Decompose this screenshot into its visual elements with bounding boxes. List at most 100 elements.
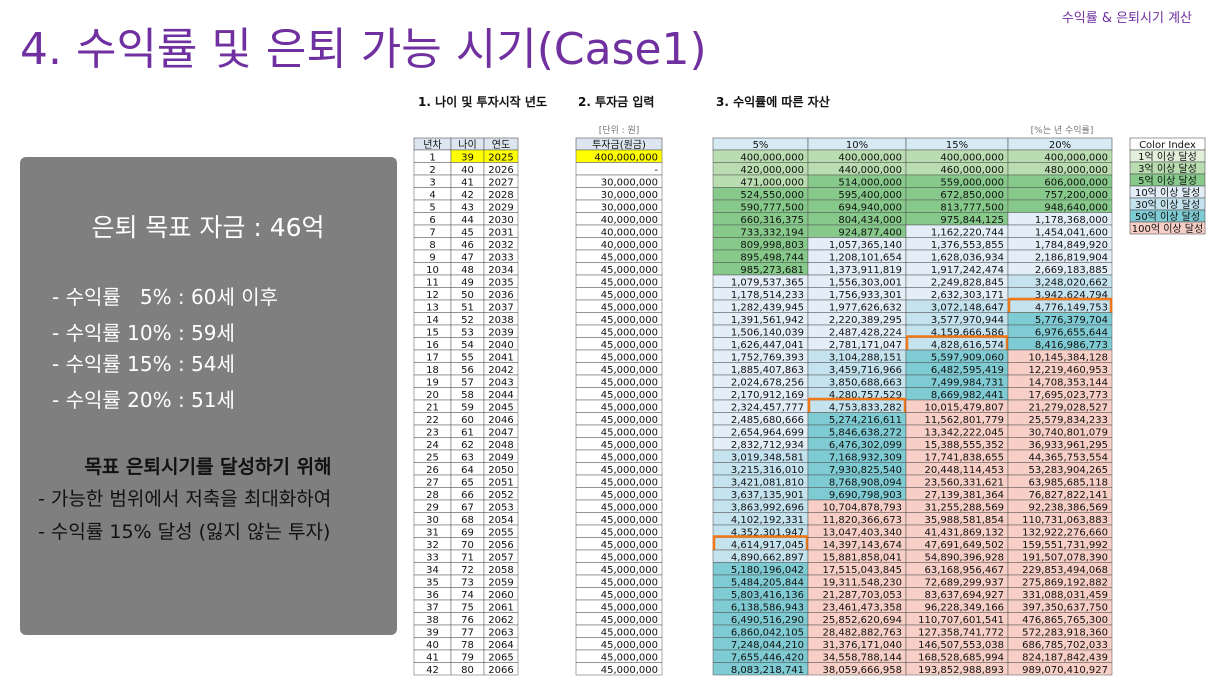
cell-text: 66 bbox=[461, 490, 474, 501]
cell-text: 83,637,694,927 bbox=[924, 590, 1004, 601]
cell-text: 10,145,384,128 bbox=[1028, 352, 1108, 363]
cell-text: 672,850,000 bbox=[940, 190, 1004, 201]
cell-text: 14,708,353,144 bbox=[1028, 377, 1108, 388]
cell-text: 132,922,276,660 bbox=[1022, 527, 1108, 538]
cell-text: 2045 bbox=[488, 402, 513, 413]
cell-text: 1,506,140,039 bbox=[731, 327, 804, 338]
cell-text: 2033 bbox=[488, 252, 513, 263]
cell-text: 2,487,428,224 bbox=[829, 327, 902, 338]
cell-text: 41,431,869,132 bbox=[924, 527, 1004, 538]
section-title: 2. 투자금 입력 bbox=[578, 94, 654, 109]
cell-text: 35,988,581,854 bbox=[924, 515, 1004, 526]
cell bbox=[1007, 662, 1113, 676]
cell-text: 4,614,917,045 bbox=[731, 540, 804, 551]
cell-text: 5,846,638,272 bbox=[829, 427, 902, 438]
cell-text: 2031 bbox=[488, 227, 513, 238]
legend-label: 5억 이상 달성 bbox=[1138, 175, 1197, 187]
legend-swatch bbox=[1129, 221, 1206, 235]
cell-text: 2036 bbox=[488, 290, 513, 301]
cell-text: 6,476,302,099 bbox=[829, 440, 902, 451]
cell-text: 985,273,681 bbox=[740, 265, 804, 276]
cell-text: 2,654,964,699 bbox=[731, 427, 804, 438]
cell-text: 30,000,000 bbox=[601, 177, 658, 188]
section-title: 1. 나이 및 투자시작 년도 bbox=[418, 94, 547, 109]
legend-label: 10억 이상 달성 bbox=[1135, 187, 1200, 199]
column-header: 나이 bbox=[458, 139, 476, 151]
cell-text: 41 bbox=[426, 652, 439, 663]
cell-text: 3,942,624,794 bbox=[1035, 290, 1108, 301]
cell-text: 1,373,911,819 bbox=[829, 265, 902, 276]
cell-text: 62 bbox=[461, 440, 474, 451]
cell-text: 3,215,316,010 bbox=[731, 465, 804, 476]
cell-text: 3,577,970,944 bbox=[931, 315, 1004, 326]
column-header: 5% bbox=[753, 140, 769, 151]
cell-text: 1,178,368,000 bbox=[1035, 215, 1108, 226]
cell-text: 2028 bbox=[488, 190, 513, 201]
cell-text: 45,000,000 bbox=[601, 365, 658, 376]
cell-text: 110,707,601,541 bbox=[918, 615, 1004, 626]
cell-text: 480,000,000 bbox=[1044, 165, 1108, 176]
cell-text: 48 bbox=[461, 265, 474, 276]
cell-text: 30 bbox=[426, 515, 439, 526]
top-right-label: 수익률 & 은퇴시기 계산 bbox=[1062, 11, 1192, 26]
cell-text: 34 bbox=[426, 565, 439, 576]
cell-text: 1,391,561,942 bbox=[731, 315, 804, 326]
cell-text: 2,220,389,295 bbox=[829, 315, 902, 326]
cell-text: 824,187,842,439 bbox=[1022, 652, 1108, 663]
cell-text: 36,933,961,295 bbox=[1028, 440, 1108, 451]
cell bbox=[483, 662, 519, 676]
cell-text: 3,637,135,901 bbox=[731, 490, 804, 501]
cell-text: 45,000,000 bbox=[601, 627, 658, 638]
cell-text: 2038 bbox=[488, 315, 513, 326]
cell-text: 7,499,984,731 bbox=[931, 377, 1004, 388]
cell-text: 4,352,301,947 bbox=[731, 527, 804, 538]
cell-text: 6,490,516,290 bbox=[731, 615, 804, 626]
cell-text: 80 bbox=[461, 665, 474, 676]
cell-text: 5,803,416,136 bbox=[731, 590, 804, 601]
cell-text: 45,000,000 bbox=[601, 465, 658, 476]
cell-text: 3,019,348,581 bbox=[731, 452, 804, 463]
cell-text: 6,976,655,644 bbox=[1035, 327, 1108, 338]
cell-text: 1,282,439,945 bbox=[731, 302, 804, 313]
cell-text: 2025 bbox=[488, 152, 513, 163]
cell-text: 31,376,171,040 bbox=[822, 640, 902, 651]
cell-text: 2041 bbox=[488, 352, 513, 363]
cell-text: 76 bbox=[461, 615, 474, 626]
cell-text: 2,024,678,256 bbox=[731, 377, 804, 388]
legend-label: 1억 이상 달성 bbox=[1138, 151, 1197, 163]
cell-text: 1,162,220,744 bbox=[931, 227, 1004, 238]
cell-text: 56 bbox=[461, 365, 474, 376]
cell-text: 45,000,000 bbox=[601, 565, 658, 576]
cell-text: 19,311,548,230 bbox=[822, 577, 902, 588]
cell bbox=[575, 662, 663, 676]
cell-text: 45,000,000 bbox=[601, 552, 658, 563]
cell-text: 34,558,788,144 bbox=[822, 652, 902, 663]
cell-text: 400,000,000 bbox=[838, 152, 902, 163]
cell-text: 14 bbox=[426, 315, 439, 326]
cell-text: 3,421,081,810 bbox=[731, 477, 804, 488]
cell-text: 45,000,000 bbox=[601, 640, 658, 651]
cell-text: 40,000,000 bbox=[601, 240, 658, 251]
cell-text: 2064 bbox=[488, 640, 513, 651]
cell-text: 45,000,000 bbox=[601, 415, 658, 426]
cell-text: 2042 bbox=[488, 365, 513, 376]
cell-text: 13 bbox=[426, 302, 439, 313]
cell-text: 7,168,932,309 bbox=[829, 452, 902, 463]
cell-text: 13,342,222,045 bbox=[924, 427, 1004, 438]
cell-text: 47 bbox=[461, 252, 474, 263]
cell-text: 476,865,765,300 bbox=[1022, 615, 1108, 626]
note: - 가능한 범위에서 저축을 최대화하여 bbox=[38, 488, 331, 510]
cell-text: 895,498,744 bbox=[740, 252, 804, 263]
cell-text: 2 bbox=[429, 165, 435, 176]
cell-text: 3,850,688,663 bbox=[829, 377, 902, 388]
cell-text: 2,324,457,777 bbox=[731, 402, 804, 413]
cell-text: 4,280,757,529 bbox=[829, 390, 902, 401]
cell-text: 1,376,553,855 bbox=[931, 240, 1004, 251]
cell-text: 45,000,000 bbox=[601, 402, 658, 413]
cell-text: 31,255,288,569 bbox=[924, 502, 1004, 513]
cell-text: 71 bbox=[461, 552, 474, 563]
cell-text: 45,000,000 bbox=[601, 452, 658, 463]
column-header: 연도 bbox=[492, 139, 510, 151]
cell-text: 2027 bbox=[488, 177, 513, 188]
